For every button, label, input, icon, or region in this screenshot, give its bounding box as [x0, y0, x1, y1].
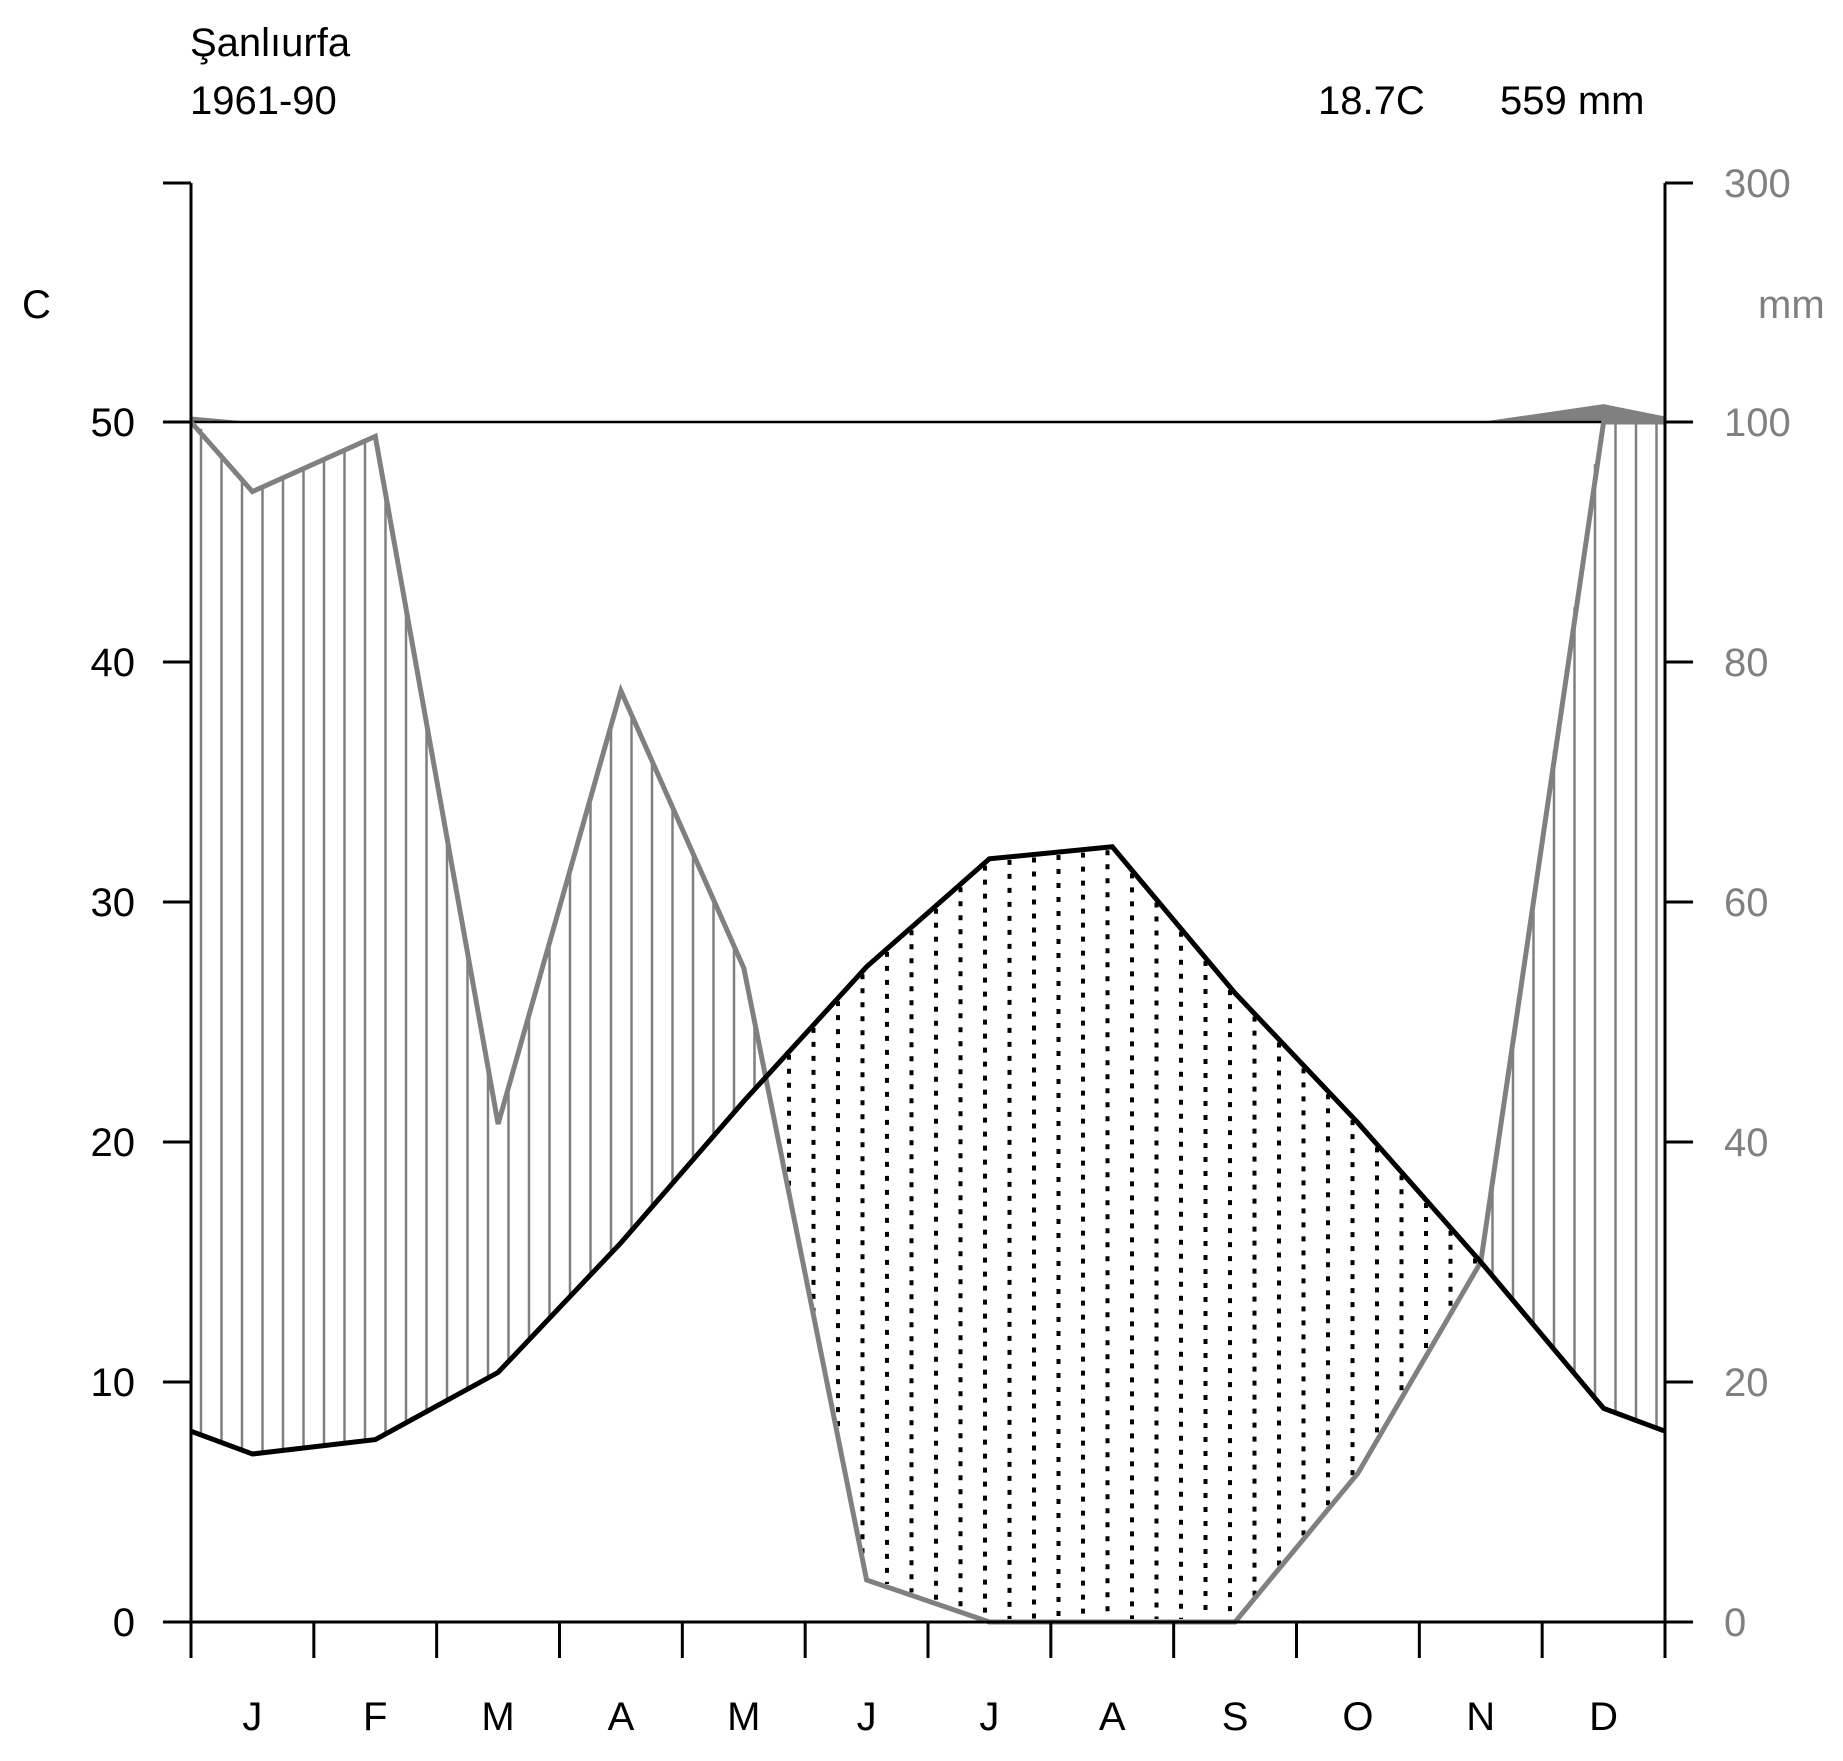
right-tick-label: 80	[1724, 641, 1769, 685]
month-label: N	[1466, 1695, 1495, 1739]
humid-period-hatching	[199, 422, 1658, 1453]
temperature-line	[191, 844, 1665, 1457]
month-label: D	[1589, 1695, 1618, 1739]
month-label: J	[242, 1695, 262, 1739]
left-tick-label: 0	[113, 1601, 135, 1645]
month-label: A	[1099, 1695, 1126, 1739]
arid-period-dots	[787, 850, 1477, 1619]
right-tick-label: 0	[1724, 1601, 1746, 1645]
left-tick-label: 50	[91, 401, 136, 445]
month-label: F	[363, 1695, 387, 1739]
right-axis-ticks: 0 20 40 60 80 100 300	[1665, 162, 1791, 1645]
right-tick-label: 60	[1724, 881, 1769, 925]
chart-title: Şanlıurfa	[190, 21, 351, 65]
right-tick-label: 100	[1724, 401, 1791, 445]
precipitation-line	[191, 419, 1665, 1625]
left-tick-label: 10	[91, 1361, 136, 1405]
right-tick-label: 20	[1724, 1361, 1769, 1405]
mean-temperature: 18.7C	[1318, 79, 1425, 123]
right-tick-label: 40	[1724, 1121, 1769, 1165]
chart-subtitle: 1961-90	[190, 79, 337, 123]
surplus-fill	[191, 404, 1665, 422]
left-axis-label: C	[22, 283, 51, 327]
annual-precipitation: 559 mm	[1500, 79, 1645, 123]
right-axis-label: mm	[1758, 283, 1825, 327]
right-tick-label: 300	[1724, 162, 1791, 206]
month-label: J	[979, 1695, 999, 1739]
precipitation-above-100mm	[191, 404, 1665, 422]
left-tick-label: 20	[91, 1121, 136, 1165]
month-label: M	[727, 1695, 760, 1739]
month-label: M	[481, 1695, 514, 1739]
month-label: J	[857, 1695, 877, 1739]
series-lines	[191, 419, 1665, 1625]
month-label: S	[1222, 1695, 1249, 1739]
month-label: O	[1342, 1695, 1373, 1739]
month-label: A	[608, 1695, 635, 1739]
left-tick-label: 30	[91, 881, 136, 925]
left-tick-label: 40	[91, 641, 136, 685]
left-axis-ticks: 0 10 20 30 40 50	[91, 181, 191, 1645]
